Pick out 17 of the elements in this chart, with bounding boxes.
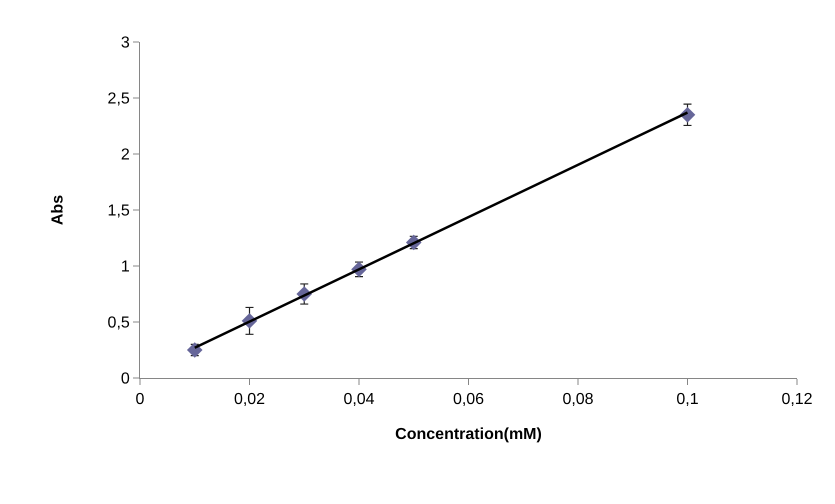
x-tick-label: 0 (136, 391, 145, 408)
y-tick-label: 1,5 (108, 202, 130, 220)
x-tick-label: 0,04 (343, 391, 375, 408)
point (186, 342, 203, 358)
x-tick-label: 0,06 (452, 391, 484, 408)
y-tick-label: 3 (120, 34, 130, 52)
y-tick-label: 0 (120, 370, 130, 388)
y-tick-label: 2 (120, 146, 130, 164)
x-tick-label: 0,08 (562, 391, 594, 408)
x-tick-label: 0,1 (676, 391, 699, 408)
y-tick-label: 1 (120, 258, 130, 276)
x-tick-label: 0,02 (234, 391, 266, 408)
x-tick-label: 0,12 (781, 391, 813, 408)
y-tick-label: 0,5 (108, 314, 130, 332)
y-axis-title: Abs (49, 194, 66, 226)
y-tick-label: 2,5 (108, 90, 130, 108)
x-axis-title: Concentration(mM) (395, 426, 542, 443)
